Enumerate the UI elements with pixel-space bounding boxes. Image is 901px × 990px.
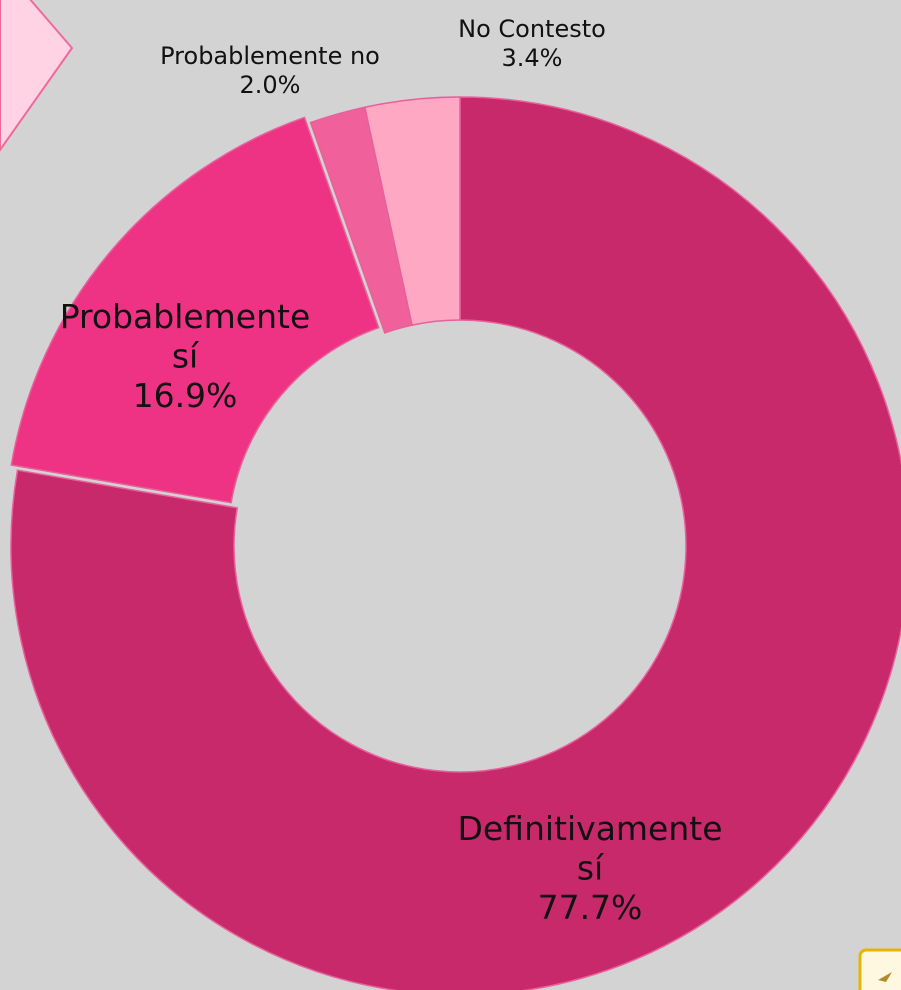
slice-label-name-line: Definitivamente [457,809,722,848]
slice-label-name: Probablemente no [160,42,380,70]
donut-slice [10,116,380,504]
slice-label-name-line: sí [577,848,605,887]
donut-slice [363,96,461,327]
slice-label-value: 16.9% [133,376,238,415]
slice-label-value: 2.0% [240,71,301,99]
slice-label: Probablemente sí 16.9% [60,297,311,415]
slice-label-name: No Contesto [458,15,606,43]
slice-label: Definitivamente sí 77.7% [457,809,722,927]
slice-label: Probablemente no 2.0% [160,42,380,99]
logo [858,948,901,990]
decoration [0,0,74,152]
slice-label: No Contesto 3.4% [458,15,606,72]
logo-frame [858,948,901,990]
slice-label-name: Probablemente sí [60,297,311,376]
slice-label-value: 77.7% [538,888,643,927]
slice-label-name-line: sí [172,336,200,375]
donut-slice [10,96,901,990]
slice-label-name-line: Probablemente [60,297,311,336]
logo-icon [878,972,892,982]
slice-label-value: 3.4% [502,44,563,72]
slice-label-name: Definitivamente sí [457,809,722,888]
